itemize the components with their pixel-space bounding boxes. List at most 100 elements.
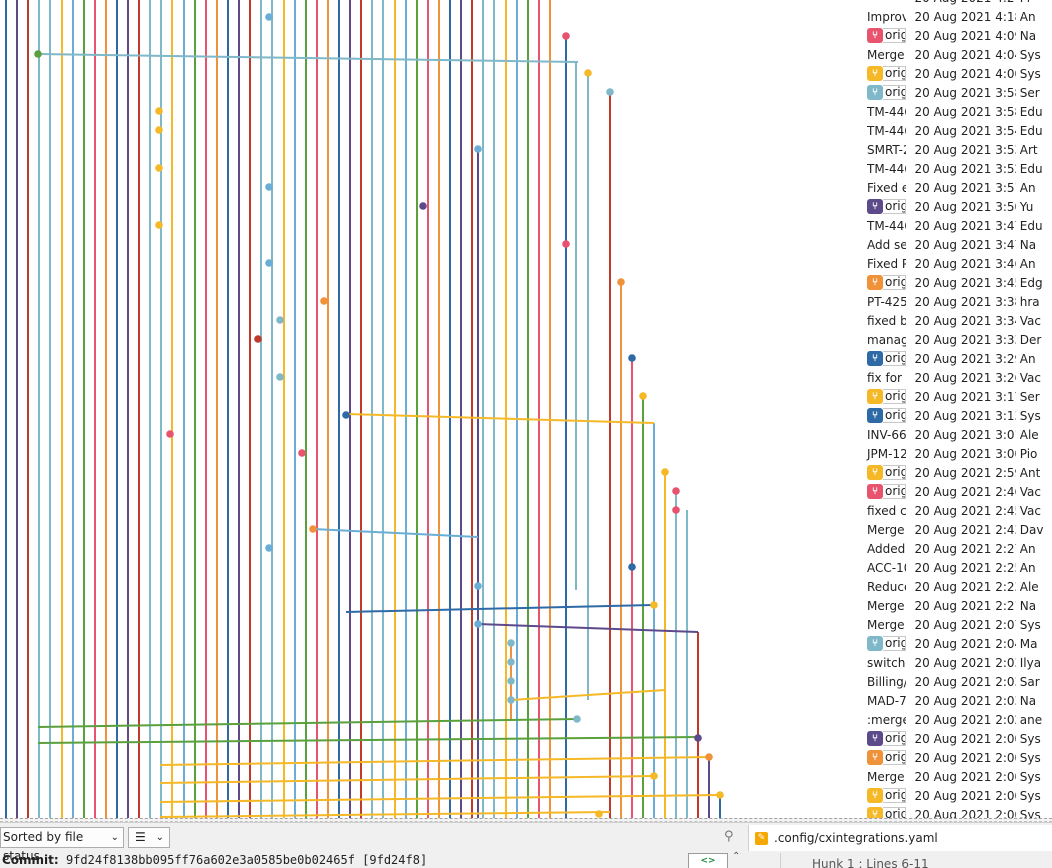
merge-edge <box>37 718 579 728</box>
file-name: .config/cxintegrations.yaml <box>774 831 938 845</box>
view-options-button[interactable]: ☰ ⌄ <box>128 827 170 848</box>
commit-node <box>254 335 262 343</box>
commit-node <box>342 411 350 419</box>
commit-date: 20 Aug 2021 2:00 <box>914 788 1016 803</box>
sort-dropdown[interactable]: Sorted by file status ⌄ <box>0 827 124 863</box>
splitter[interactable] <box>0 818 1052 822</box>
commit-date: 20 Aug 2021 3:47 <box>914 218 1016 233</box>
commit-author: Sys <box>1019 750 1041 765</box>
commit-date: 20 Aug 2021 2:25 <box>914 560 1016 575</box>
commit-message: Merge b <box>867 598 906 613</box>
commit-row[interactable]: 20 Aug 2021 4:21Pi <box>862 0 1052 7</box>
commit-node <box>507 658 515 666</box>
commit-date: 20 Aug 2021 2:00 <box>914 807 1016 821</box>
commit-author: Na <box>1019 693 1037 708</box>
branch-label[interactable]: origi <box>883 636 906 651</box>
branch-label[interactable]: origi <box>883 389 906 404</box>
commit-author: Vac <box>1019 370 1041 385</box>
branch-label[interactable]: origi <box>883 807 906 820</box>
search-icon[interactable]: ⚲ <box>724 829 734 844</box>
commit-date: 20 Aug 2021 2:00 <box>914 750 1016 765</box>
stage-hunk-button[interactable]: <> <box>688 853 728 868</box>
branch-label[interactable]: origi <box>883 85 906 100</box>
branch-label[interactable]: origi <box>883 199 906 214</box>
branch-label[interactable]: origi <box>883 408 906 423</box>
branch-label[interactable]: origi <box>883 275 906 290</box>
chevron-up-icon[interactable]: ⌃ <box>732 851 741 862</box>
commit-author: Art <box>1019 142 1038 157</box>
branch-icon: ⑂ <box>867 389 883 404</box>
commit-node <box>716 791 724 799</box>
branch-label[interactable]: origi <box>883 351 906 366</box>
commit-date: 20 Aug 2021 2:43 <box>914 522 1016 537</box>
commit-author: Ale <box>1019 579 1039 594</box>
commit-node <box>573 715 581 723</box>
merge-edge <box>345 604 655 613</box>
commit-message: SMRT-2 <box>867 142 906 157</box>
commit-author: Vac <box>1019 313 1041 328</box>
commit-date: 20 Aug 2021 3:00 <box>914 446 1016 461</box>
commit-author: Edu <box>1019 218 1043 233</box>
commit-date: 20 Aug 2021 3:50 <box>914 199 1016 214</box>
commit-hash[interactable]: 9fd24f8138bb095ff76a602e3a0585be0b02465f… <box>65 853 428 867</box>
commit-date: 20 Aug 2021 2:03 <box>914 655 1016 670</box>
branch-label[interactable]: origi <box>883 750 906 765</box>
branch-label[interactable]: origi <box>883 788 906 803</box>
commit-date: 20 Aug 2021 2:07 <box>914 617 1016 632</box>
branch-label[interactable]: origi <box>883 465 906 480</box>
branch-icon: ⑂ <box>867 28 883 43</box>
branch-label[interactable]: origi <box>883 484 906 499</box>
commit-list[interactable]: 20 Aug 2021 4:21Pi Improve 20 Aug 2021 4:1… <box>862 0 1052 820</box>
commit-graph[interactable] <box>0 0 862 820</box>
commit-author: Edu <box>1019 123 1043 138</box>
branch-label[interactable]: origi <box>883 731 906 746</box>
branch-label[interactable]: origi <box>883 66 906 81</box>
commit-node <box>617 278 625 286</box>
branch-label[interactable]: origi <box>883 28 906 43</box>
commit-message: ⑂origi <box>862 199 906 214</box>
